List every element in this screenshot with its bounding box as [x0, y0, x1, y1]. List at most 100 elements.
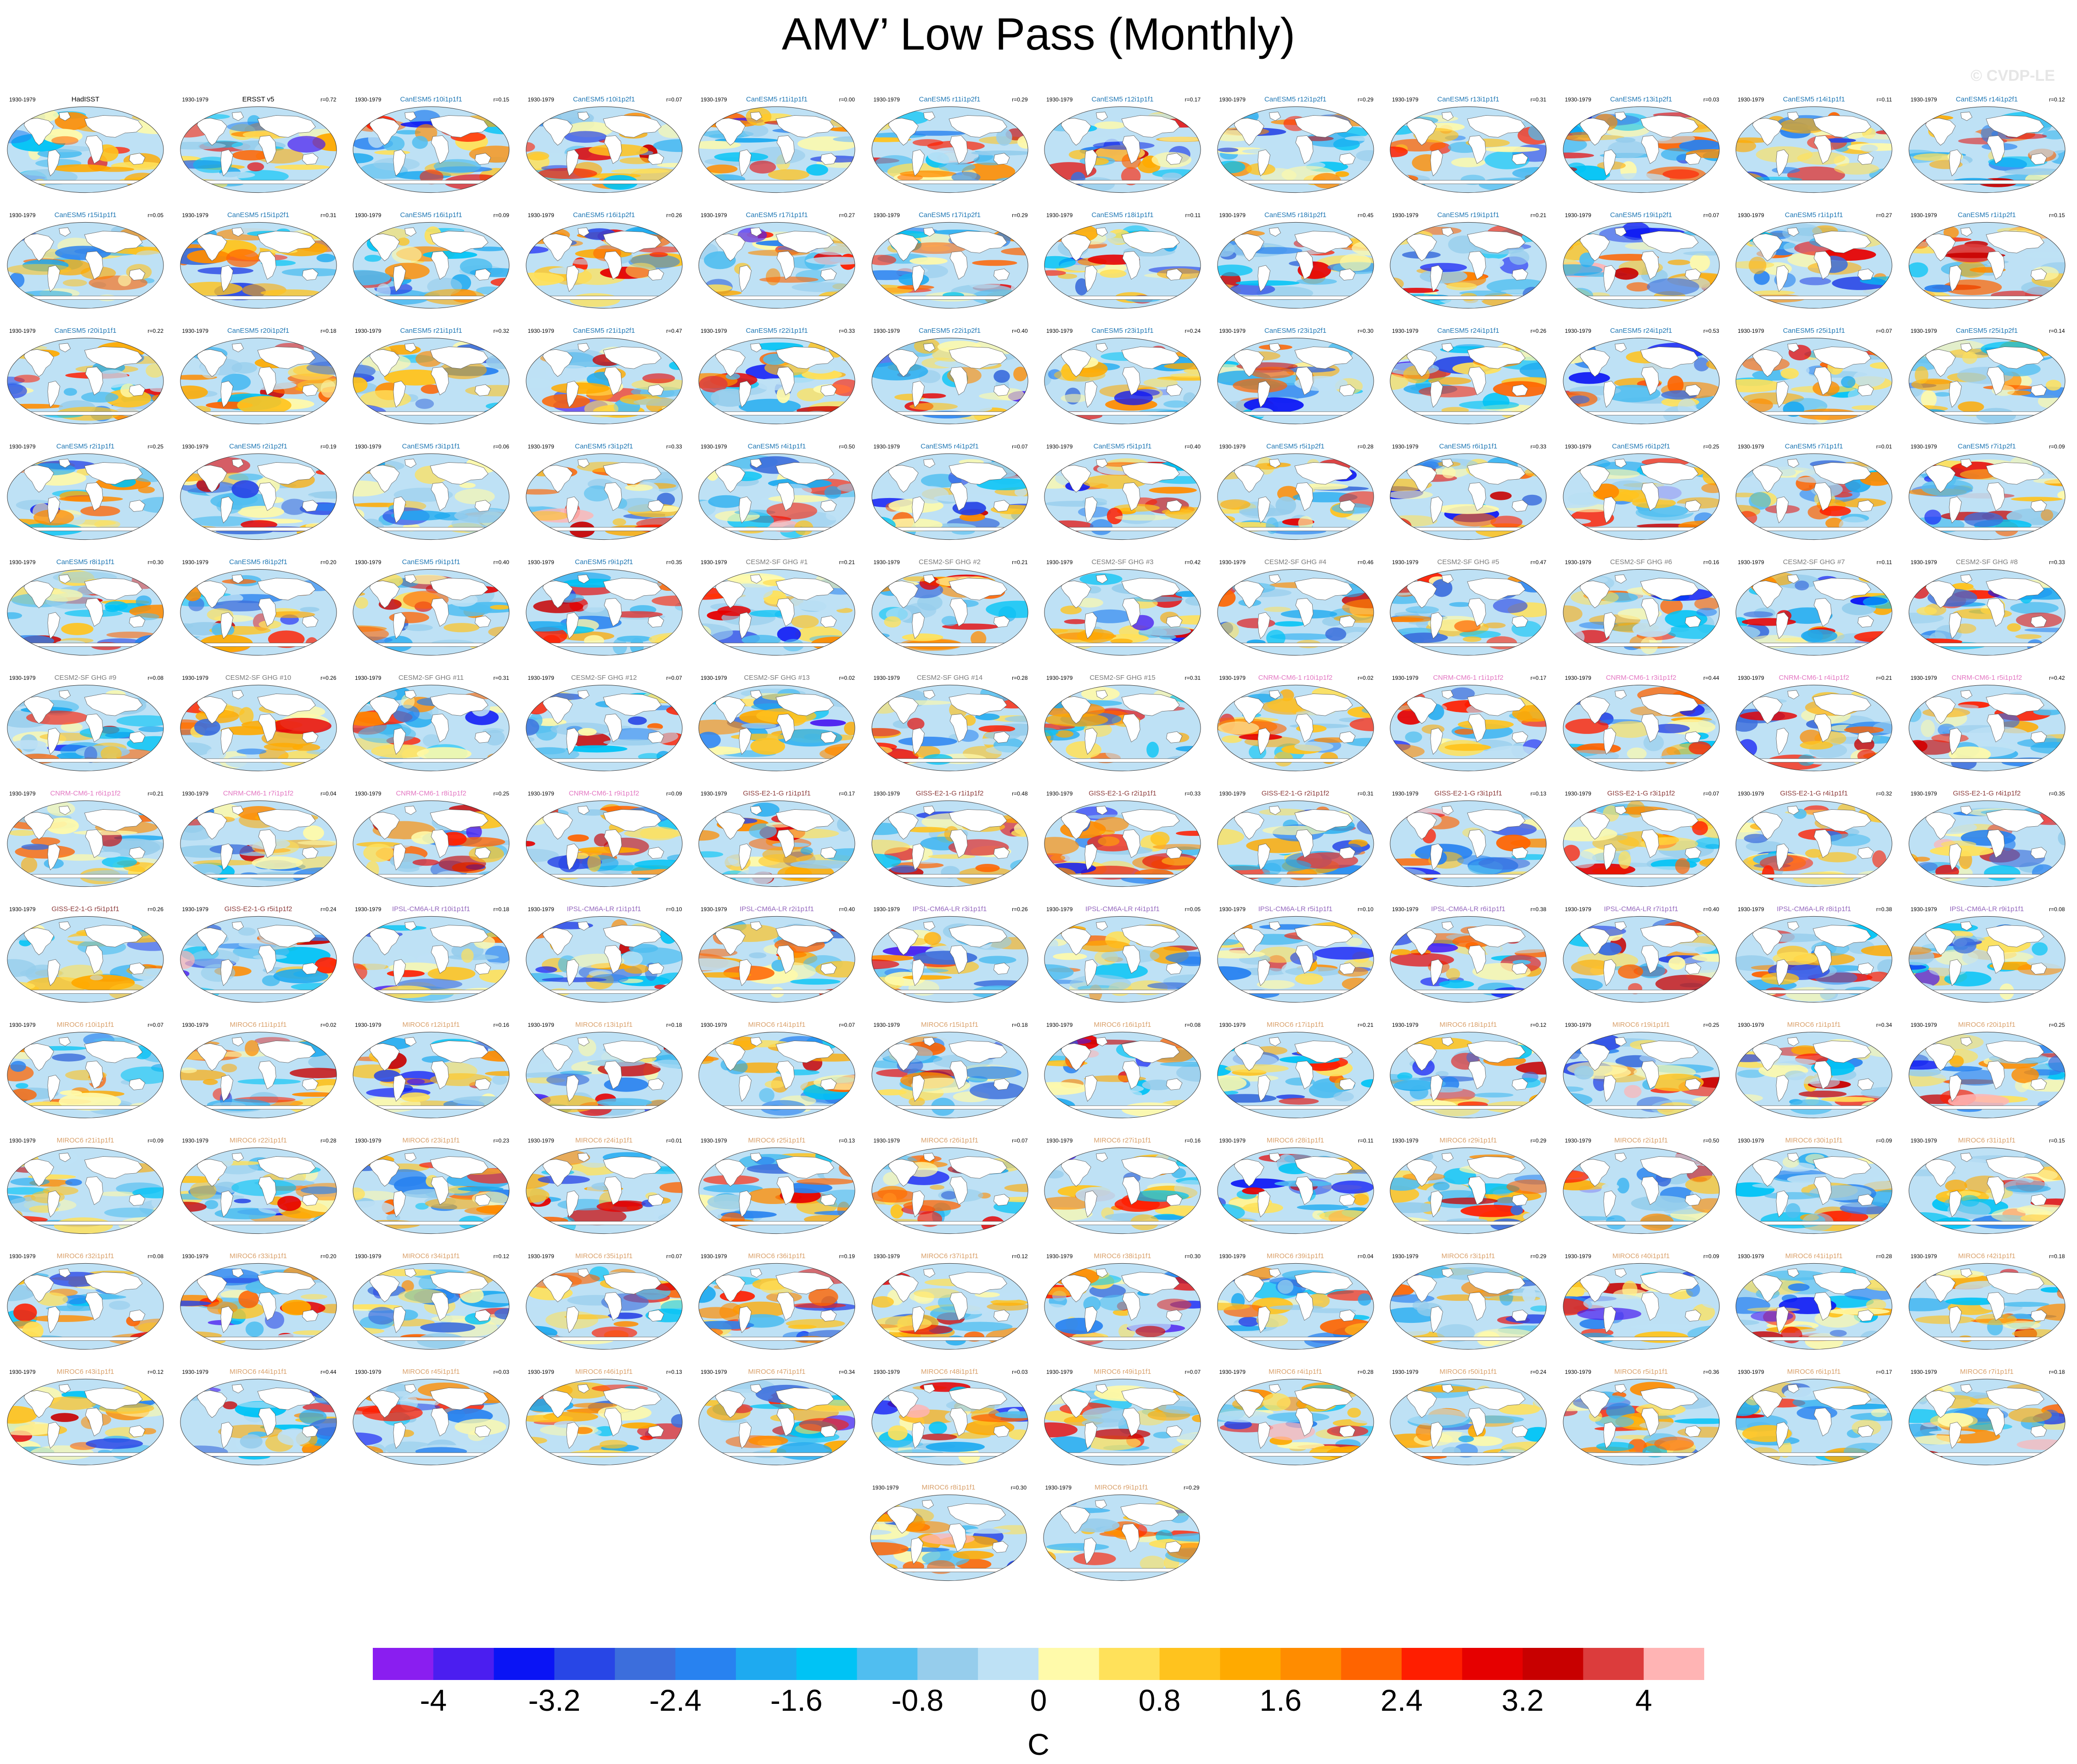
sst-anomaly-map [1390, 569, 1547, 656]
panel-period: 1930-1979 [1565, 1022, 1591, 1028]
map-panel: 1930-1979 CanESM5 r13i1p1f1 r=0.31 [1386, 95, 1551, 204]
sst-anomaly-map [698, 453, 855, 540]
panel-model-name: CanESM5 r21i1p2f1 [573, 327, 635, 335]
colorbar-segment [1341, 1648, 1402, 1680]
panel-correlation: r=0.13 [666, 1369, 682, 1375]
sst-anomaly-map [871, 1263, 1028, 1350]
map-panel: 1930-1979 CanESM5 r18i1p1f1 r=0.11 [1040, 211, 1205, 319]
map-panel: 1930-1979 MIROC6 r19i1p1f1 r=0.25 [1559, 1021, 1724, 1129]
sst-anomaly-map [1735, 1031, 1892, 1119]
colorbar-segment [373, 1648, 434, 1680]
panel-correlation: r=0.09 [147, 1137, 163, 1144]
panel-model-name: CESM2-SF GHG #12 [571, 674, 637, 682]
panel-model-name: MIROC6 r39i1p1f1 [1266, 1252, 1325, 1260]
panel-model-name: CanESM5 r8i1p2f1 [229, 558, 287, 566]
panel-correlation: r=0.20 [320, 559, 337, 566]
panel-period: 1930-1979 [9, 906, 36, 913]
panel-period: 1930-1979 [1738, 559, 1764, 566]
panel-header: 1930-1979 MIROC6 r8i1p1f1 r=0.30 [866, 1484, 1031, 1492]
panel-model-name: CESM2-SF GHG #3 [1091, 558, 1154, 566]
panel-header: 1930-1979 CanESM5 r18i1p1f1 r=0.11 [1040, 211, 1205, 219]
panel-correlation: r=0.18 [2049, 1253, 2065, 1260]
panel-model-name: MIROC6 r15i1p1f1 [921, 1021, 979, 1029]
sst-anomaly-map [698, 106, 855, 193]
sst-anomaly-map [7, 337, 164, 425]
panel-period: 1930-1979 [1392, 443, 1419, 450]
panel-correlation: r=0.21 [839, 559, 855, 566]
panel-header: 1930-1979 GISS-E2-1-G r1i1p1f2 r=0.48 [867, 790, 1033, 798]
map-panel: 1930-1979 MIROC6 r20i1p1f1 r=0.25 [1904, 1021, 2070, 1129]
panel-correlation: r=0.40 [1184, 443, 1201, 450]
panel-model-name: MIROC6 r35i1p1f1 [575, 1252, 633, 1260]
sst-anomaly-map [1562, 684, 1720, 772]
panel-correlation: r=0.02 [1358, 675, 1374, 681]
panel-model-name: CNRM-CM6-1 r6i1p1f2 [50, 790, 121, 797]
sst-anomaly-map [1217, 1031, 1374, 1119]
panel-model-name: CanESM5 r22i1p1f1 [746, 327, 808, 335]
panel-correlation: r=0.21 [1530, 212, 1546, 218]
panel-period: 1930-1979 [1219, 675, 1246, 681]
panel-correlation: r=0.31 [1358, 790, 1374, 797]
panel-period: 1930-1979 [701, 1022, 727, 1028]
sst-anomaly-map [180, 684, 337, 772]
panel-period: 1930-1979 [873, 559, 900, 566]
panel-period: 1930-1979 [1392, 96, 1419, 103]
panel-correlation: r=0.26 [1012, 906, 1028, 913]
panel-period: 1930-1979 [182, 559, 208, 566]
map-panel: 1930-1979 CESM2-SF GHG #3 r=0.42 [1040, 558, 1205, 666]
panel-header: 1930-1979 MIROC6 r41i1p1f1 r=0.28 [1731, 1252, 1897, 1260]
panel-correlation: r=0.32 [1876, 790, 1892, 797]
panel-correlation: r=0.33 [1184, 790, 1201, 797]
sst-anomaly-map [698, 337, 855, 425]
sst-anomaly-map [180, 337, 337, 425]
panel-period: 1930-1979 [355, 675, 382, 681]
panel-header: 1930-1979 IPSL-CM6A-LR r6i1p1f1 r=0.38 [1386, 905, 1551, 913]
panel-header: 1930-1979 MIROC6 r42i1p1f1 r=0.18 [1904, 1252, 2070, 1260]
panel-period: 1930-1979 [1565, 212, 1591, 218]
map-panel: 1930-1979 MIROC6 r31i1p1f1 r=0.15 [1904, 1137, 2070, 1245]
panel-header: 1930-1979 MIROC6 r47i1p1f1 r=0.34 [694, 1368, 859, 1376]
sst-anomaly-map [353, 1263, 510, 1350]
colorbar-tick-label: 3.2 [1501, 1683, 1544, 1717]
panel-header: 1930-1979 CanESM5 r2i1p2f1 r=0.19 [176, 442, 341, 451]
map-panel: 1930-1979 MIROC6 r10i1p1f1 r=0.07 [3, 1021, 168, 1129]
panel-correlation: r=0.07 [666, 675, 682, 681]
panel-period: 1930-1979 [1910, 443, 1937, 450]
sst-anomaly-map [525, 1378, 683, 1466]
panel-period: 1930-1979 [1219, 443, 1246, 450]
sst-anomaly-map [7, 1378, 164, 1466]
panel-correlation: r=0.15 [2049, 212, 2065, 218]
panel-model-name: CanESM5 r12i1p2f1 [1264, 95, 1327, 103]
map-panel: 1930-1979 CESM2-SF GHG #9 r=0.08 [3, 674, 168, 782]
sst-anomaly-map [7, 1031, 164, 1119]
panel-model-name: MIROC6 r6i1p1f1 [1787, 1368, 1841, 1376]
panel-header: 1930-1979 MIROC6 r20i1p1f1 r=0.25 [1904, 1021, 2070, 1029]
sst-anomaly-map [180, 453, 337, 540]
panel-period: 1930-1979 [9, 96, 36, 103]
map-panel: 1930-1979 CanESM5 r7i1p2f1 r=0.09 [1904, 442, 2070, 551]
sst-anomaly-map [525, 684, 683, 772]
panel-header: 1930-1979 IPSL-CM6A-LR r7i1p1f1 r=0.40 [1559, 905, 1724, 913]
sst-anomaly-map [353, 800, 510, 887]
panel-header: 1930-1979 MIROC6 r29i1p1f1 r=0.29 [1386, 1137, 1551, 1145]
panel-header: 1930-1979 CNRM-CM6-1 r1i1p1f2 r=0.17 [1386, 674, 1551, 682]
panel-model-name: IPSL-CM6A-LR r2i1p1f1 [740, 905, 814, 913]
panel-model-name: MIROC6 r34i1p1f1 [402, 1252, 460, 1260]
colorbar-segment [735, 1648, 797, 1680]
panel-correlation: r=0.48 [1012, 790, 1028, 797]
sst-anomaly-map [1390, 1263, 1547, 1350]
panel-model-name: MIROC6 r11i1p1f1 [230, 1021, 287, 1029]
panel-correlation: r=0.09 [1703, 1253, 1719, 1260]
panel-header: 1930-1979 CESM2-SF GHG #9 r=0.08 [3, 674, 168, 682]
panel-header: 1930-1979 MIROC6 r19i1p1f1 r=0.25 [1559, 1021, 1724, 1029]
sst-anomaly-map [1562, 337, 1720, 425]
panel-model-name: CanESM5 r2i1p2f1 [229, 442, 287, 450]
panel-correlation: r=0.31 [1530, 96, 1546, 103]
panel-model-name: GISS-E2-1-G r2i1p1f2 [1261, 790, 1330, 797]
panel-period: 1930-1979 [9, 1253, 36, 1260]
sst-anomaly-map [353, 684, 510, 772]
map-panel: 1930-1979 IPSL-CM6A-LR r4i1p1f1 r=0.05 [1040, 905, 1205, 1014]
panel-header: 1930-1979 CNRM-CM6-1 r4i1p1f2 r=0.21 [1731, 674, 1897, 682]
panel-model-name: GISS-E2-1-G r2i1p1f1 [1089, 790, 1156, 797]
panel-correlation: r=0.14 [2049, 328, 2065, 334]
